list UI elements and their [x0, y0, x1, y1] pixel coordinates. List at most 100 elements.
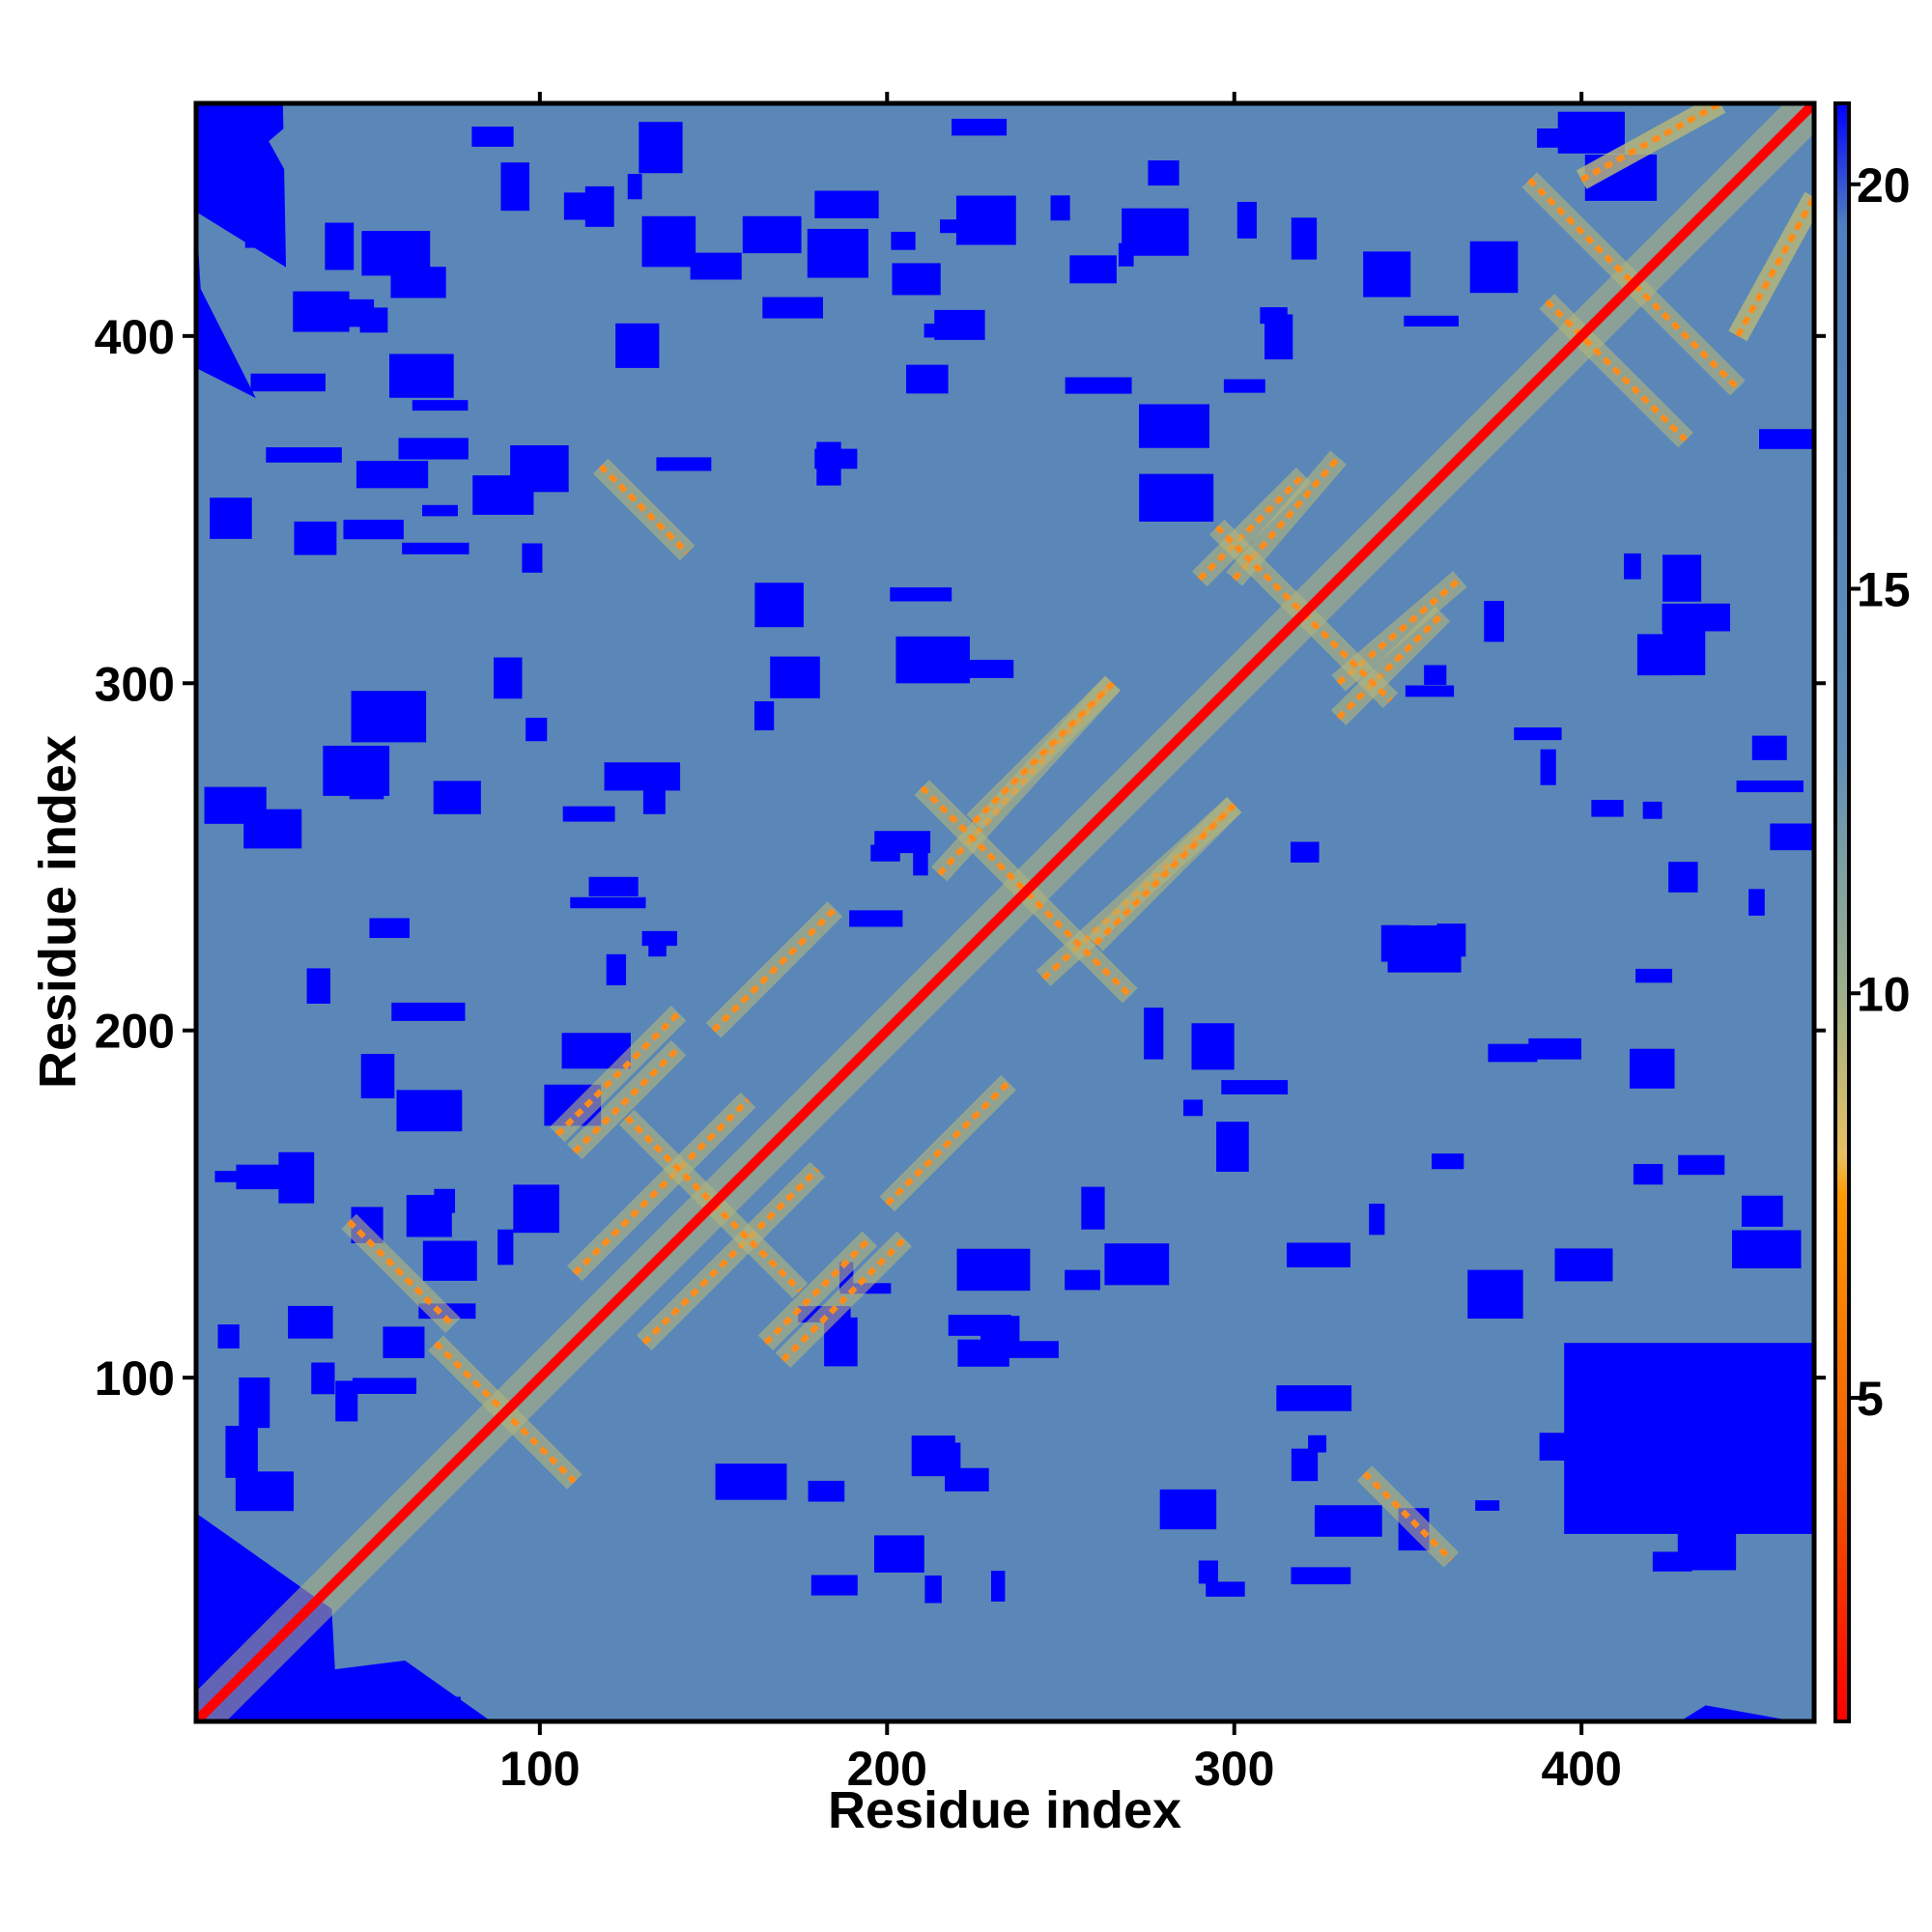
far-patch — [890, 587, 952, 602]
far-patch — [895, 636, 970, 684]
far-patch — [1291, 1448, 1319, 1482]
far-patch — [522, 543, 543, 573]
far-patch — [1198, 1560, 1218, 1584]
far-patch — [1624, 553, 1641, 580]
far-patch — [913, 832, 928, 876]
far-patch — [754, 582, 804, 628]
far-patch — [397, 1696, 461, 1709]
far-patch — [1668, 862, 1698, 893]
far-patch — [360, 1053, 395, 1099]
colorbar — [1833, 101, 1851, 1723]
contact-halo — [1576, 103, 1726, 189]
far-patch — [1432, 1153, 1464, 1170]
far-patch — [1732, 1230, 1802, 1268]
far-patch — [770, 656, 820, 698]
far-patch — [1065, 1269, 1100, 1291]
far-patch — [656, 457, 712, 471]
far-patch — [1554, 1248, 1613, 1282]
far-patch — [471, 127, 514, 147]
far-patch — [214, 1171, 272, 1182]
far-patch — [1642, 801, 1662, 819]
colorbar-tick-label: 10 — [1857, 967, 1911, 1021]
far-patch — [952, 118, 1008, 136]
x-axis-title: Residue index — [828, 1781, 1181, 1839]
far-patch — [1424, 665, 1447, 685]
main-diagonal — [196, 103, 1814, 1721]
colorbar-tick-label: 5 — [1857, 1372, 1884, 1426]
far-patch — [873, 1535, 924, 1573]
far-patch — [870, 844, 900, 862]
contact-halo — [1728, 191, 1814, 342]
parallel-contact — [781, 1236, 907, 1363]
far-patch — [1635, 968, 1673, 983]
far-patch — [526, 718, 548, 742]
far-patch — [967, 660, 1014, 678]
x-tick-label: 400 — [1541, 1742, 1621, 1796]
far-patch — [1050, 195, 1070, 221]
far-patch — [1286, 1242, 1350, 1267]
far-patch — [396, 1090, 463, 1132]
far-patch — [906, 364, 949, 394]
far-patch — [1139, 404, 1210, 448]
far-patch — [1183, 1099, 1204, 1117]
far-patch — [250, 373, 326, 392]
far-patch — [814, 190, 879, 219]
parallel-contact — [554, 1010, 681, 1137]
far-patch — [814, 448, 858, 469]
far-patch — [1104, 1243, 1170, 1286]
far-patch — [604, 762, 681, 791]
x-axis: 100 200 300 400 — [499, 92, 1622, 1796]
x-tick-label: 200 — [847, 1742, 927, 1796]
far-patch — [1759, 429, 1814, 449]
antiparallel-contact — [1527, 177, 1741, 390]
parallel-contact — [1093, 802, 1236, 946]
y-tick-label: 300 — [95, 657, 175, 711]
far-patch — [235, 1471, 294, 1512]
far-patch — [627, 173, 642, 200]
parallel-contact — [763, 1236, 872, 1346]
far-patch — [306, 968, 331, 1004]
far-patch — [1488, 1043, 1538, 1063]
far-patch — [1290, 841, 1320, 863]
far-patch — [1469, 241, 1519, 294]
far-patch — [1122, 208, 1189, 256]
far-patch — [1484, 601, 1504, 642]
far-patch — [325, 222, 355, 270]
far-patch — [352, 1378, 417, 1394]
far-patch — [1065, 377, 1132, 394]
far-patch — [911, 1435, 955, 1477]
far-patch — [742, 215, 802, 254]
parallel-contact — [711, 906, 838, 1033]
far-patch — [1475, 1500, 1500, 1511]
far-patch — [1677, 1531, 1737, 1571]
far-patch — [433, 781, 481, 814]
far-patch — [1678, 1154, 1725, 1176]
far-patch — [323, 745, 390, 796]
parallel-contact — [885, 1080, 1011, 1207]
x-tick-label: 300 — [1194, 1742, 1274, 1796]
parallel-contact — [1197, 472, 1306, 582]
far-patch — [204, 786, 267, 824]
heatmap-far-patches — [202, 111, 1814, 1709]
far-patch — [1221, 1080, 1289, 1094]
far-patch — [762, 297, 823, 319]
far-patch — [1564, 1343, 1814, 1534]
far-patch — [891, 231, 916, 250]
far-patch — [1514, 727, 1562, 741]
far-patch — [500, 162, 530, 212]
far-patch — [1236, 201, 1257, 239]
far-patch — [1528, 1037, 1581, 1060]
far-patch — [1387, 924, 1462, 973]
far-patch — [217, 1324, 240, 1349]
far-patch — [1314, 1505, 1382, 1537]
far-patch — [808, 1480, 845, 1502]
parallel-contact — [572, 1045, 681, 1154]
parallel-contact — [1336, 611, 1445, 721]
far-patch — [562, 806, 615, 822]
far-patch — [1741, 1195, 1783, 1227]
y-axis-title: Residue index — [29, 735, 87, 1089]
far-patch — [1159, 1489, 1217, 1530]
far-patch — [924, 1575, 942, 1604]
far-patch — [1139, 473, 1214, 522]
far-patch — [1770, 823, 1814, 851]
